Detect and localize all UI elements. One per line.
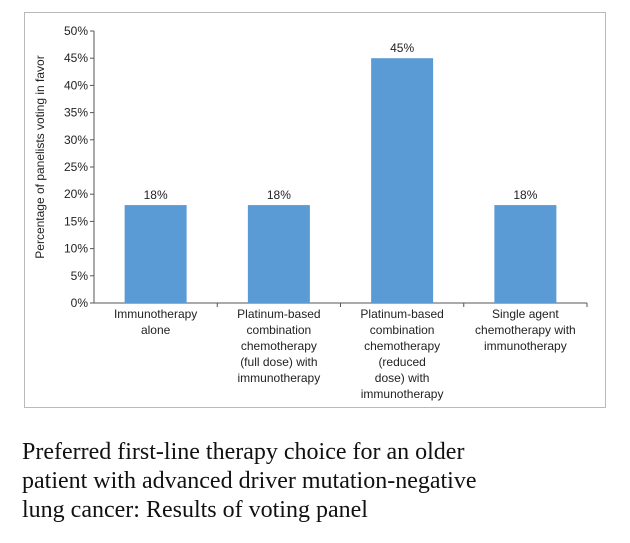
y-ticks: 0% 5% 10% 15% 20% 25% 30% 35% 40% 45% 50% xyxy=(64,24,94,310)
category-label-line: immunotherapy xyxy=(361,387,444,401)
data-labels: 18% 18% 45% 18% xyxy=(144,41,538,202)
caption-line: Preferred first-line therapy choice for … xyxy=(22,439,465,465)
category-label-line: chemotherapy with xyxy=(475,323,576,337)
y-axis-title: Percentage of panelists voting in favor xyxy=(33,55,47,258)
data-label: 45% xyxy=(390,41,414,55)
y-tick-label: 15% xyxy=(64,214,88,228)
bars xyxy=(124,58,557,304)
category-label-line: immunotherapy xyxy=(238,371,321,385)
category-label-line: alone xyxy=(141,323,171,337)
y-tick-label: 45% xyxy=(64,51,88,65)
category-label: Platinum-based combination chemotherapy (fu… xyxy=(237,307,320,385)
category-label-line: dose) with xyxy=(375,371,430,385)
caption-line: lung cancer: Results of voting panel xyxy=(22,497,368,523)
category-label-line: chemotherapy xyxy=(241,339,317,353)
bar xyxy=(247,205,310,303)
y-tick-label: 35% xyxy=(64,106,88,120)
y-tick-label: 30% xyxy=(64,133,88,147)
category-label-line: chemotherapy xyxy=(364,339,440,353)
figure-caption: Preferred first-line therapy choice for … xyxy=(22,438,612,525)
caption-line: patient with advanced driver mutation-ne… xyxy=(22,468,477,494)
category-label-line: immunotherapy xyxy=(484,339,567,353)
category-label-line: Platinum-based xyxy=(360,307,443,321)
category-label-line: combination xyxy=(370,323,435,337)
category-label-line: combination xyxy=(247,323,312,337)
y-tick-label: 20% xyxy=(64,187,88,201)
y-tick-label: 40% xyxy=(64,78,88,92)
y-tick-label: 10% xyxy=(64,242,88,256)
category-label-line: (full dose) with xyxy=(240,355,317,369)
bar xyxy=(371,58,434,304)
category-label: Immunotherapy alone xyxy=(114,307,197,337)
y-tick-label: 5% xyxy=(71,269,89,283)
category-label-line: Single agent xyxy=(492,307,559,321)
data-label: 18% xyxy=(144,188,168,202)
category-label: Platinum-based combination chemotherapy (re… xyxy=(360,307,443,401)
category-label-line: (reduced xyxy=(378,355,425,369)
data-label: 18% xyxy=(267,188,291,202)
y-tick-label: 25% xyxy=(64,160,88,174)
category-label: Single agent chemotherapy with immunothera… xyxy=(475,307,576,353)
category-label-line: Immunotherapy xyxy=(114,307,197,321)
bar-chart: Percentage of panelists voting in favor … xyxy=(33,24,588,401)
y-tick-label: 50% xyxy=(64,24,88,38)
bar xyxy=(124,205,187,303)
bar xyxy=(494,205,557,303)
category-labels: Immunotherapy alone Platinum-based combinat… xyxy=(114,307,576,401)
category-label-line: Platinum-based xyxy=(237,307,320,321)
y-tick-label: 0% xyxy=(71,296,89,310)
data-label: 18% xyxy=(513,188,537,202)
figure-frame: Percentage of panelists voting in favor … xyxy=(24,12,606,408)
